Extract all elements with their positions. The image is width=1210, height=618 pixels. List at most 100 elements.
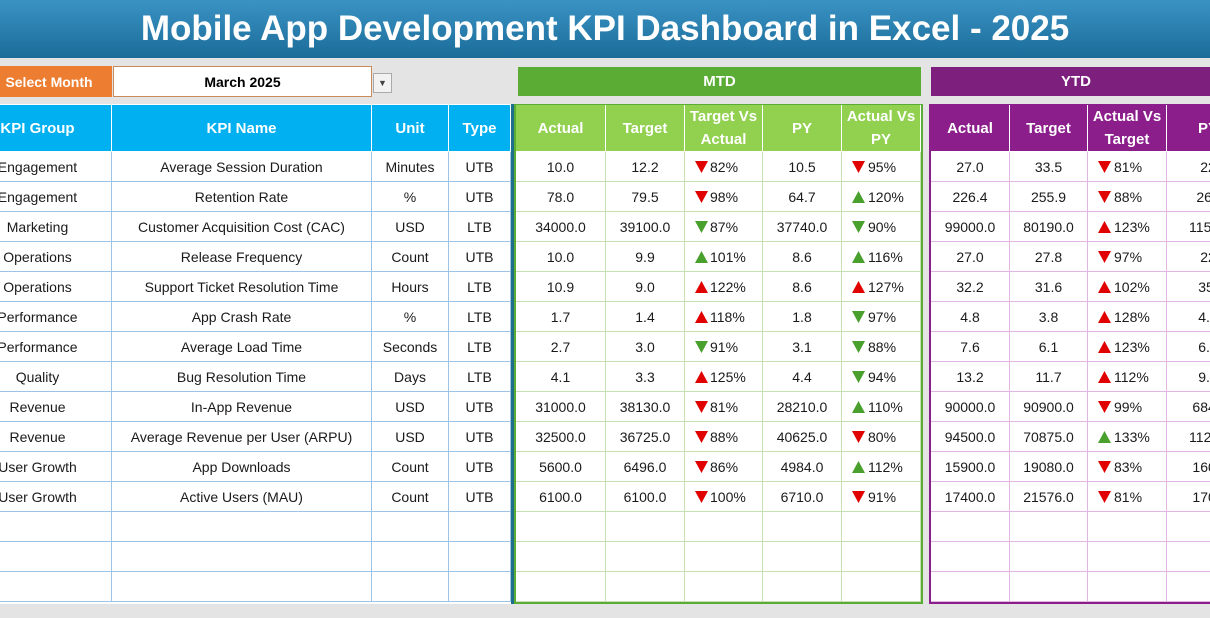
status-value: 99% [1114, 398, 1143, 415]
arrow-shape [1098, 340, 1111, 353]
empty-cell [0, 542, 112, 572]
status-cell: 99% [1088, 392, 1167, 422]
value-cell: Quality [0, 362, 112, 392]
value-cell: 22 [1167, 152, 1210, 182]
status-cell: 123% [1088, 332, 1167, 362]
empty-cell [842, 572, 921, 602]
status-cell: 120% [842, 182, 921, 212]
arrow-shape [695, 400, 708, 413]
arrow-shape [1098, 190, 1111, 203]
value-cell: 79.5 [606, 182, 685, 212]
status-arrow [695, 490, 708, 503]
column-header: KPI Name [112, 105, 372, 151]
arrow-shape [852, 460, 865, 473]
empty-cell [372, 512, 449, 542]
value-cell: 6100.0 [516, 482, 606, 512]
value-cell: 255.9 [1010, 182, 1088, 212]
empty-cell [372, 542, 449, 572]
empty-cell [1167, 512, 1210, 542]
status-cell: 80% [842, 422, 921, 452]
value-cell: 11583 [1167, 212, 1210, 242]
value-cell: 1.4 [606, 302, 685, 332]
value-cell: 27.0 [931, 152, 1010, 182]
empty-cell [516, 572, 606, 602]
arrow-shape [852, 250, 865, 263]
value-cell: Active Users (MAU) [112, 482, 372, 512]
value-cell: 34000.0 [516, 212, 606, 242]
status-value: 91% [868, 488, 897, 505]
value-cell: 94500.0 [931, 422, 1010, 452]
value-cell: LTB [449, 362, 511, 392]
arrow-shape [695, 460, 708, 473]
status-value: 95% [868, 158, 897, 175]
status-arrow [695, 220, 708, 233]
value-cell: USD [372, 392, 449, 422]
value-cell: UTB [449, 242, 511, 272]
arrow-shape [695, 220, 708, 233]
empty-cell [931, 572, 1010, 602]
arrow-shape [1098, 490, 1111, 503]
arrow-shape [695, 160, 708, 173]
empty-cell [0, 512, 112, 542]
status-cell: 112% [842, 452, 921, 482]
value-cell: 11.7 [1010, 362, 1088, 392]
value-cell: 28210.0 [763, 392, 842, 422]
value-cell: 10.5 [763, 152, 842, 182]
status-arrow [695, 370, 708, 383]
arrow-shape [852, 190, 865, 203]
column-header: Actual [516, 105, 606, 151]
value-cell: 19080.0 [1010, 452, 1088, 482]
status-value: 122% [710, 278, 746, 295]
value-cell: 9.9 [606, 242, 685, 272]
empty-cell [372, 572, 449, 602]
empty-cell [606, 572, 685, 602]
arrow-shape [852, 280, 865, 293]
status-cell: 81% [1088, 152, 1167, 182]
empty-cell [449, 572, 511, 602]
month-select[interactable]: March 2025 [113, 66, 372, 97]
status-cell: 91% [842, 482, 921, 512]
arrow-shape [695, 250, 708, 263]
value-cell: 11245 [1167, 422, 1210, 452]
value-cell: 12.2 [606, 152, 685, 182]
status-cell: 116% [842, 242, 921, 272]
value-cell: 3.3 [606, 362, 685, 392]
arrow-shape [852, 160, 865, 173]
value-cell: Hours [372, 272, 449, 302]
value-cell: Average Session Duration [112, 152, 372, 182]
value-cell: 6.7 [1167, 332, 1210, 362]
empty-cell [763, 512, 842, 542]
value-cell: 226.4 [931, 182, 1010, 212]
status-value: 81% [1114, 158, 1143, 175]
value-cell: UTB [449, 452, 511, 482]
value-cell: 1.7 [516, 302, 606, 332]
status-cell: 97% [842, 302, 921, 332]
value-cell: 6.1 [1010, 332, 1088, 362]
dropdown-button[interactable]: ▼ [373, 73, 392, 93]
mtd-banner: MTD [518, 67, 921, 96]
arrow-shape [852, 220, 865, 233]
value-cell: Count [372, 242, 449, 272]
status-value: 87% [710, 218, 739, 235]
value-cell: 13.2 [931, 362, 1010, 392]
status-arrow [695, 340, 708, 353]
value-cell: 35. [1167, 272, 1210, 302]
value-cell: 10.0 [516, 242, 606, 272]
value-cell: 21576.0 [1010, 482, 1088, 512]
empty-cell [606, 542, 685, 572]
value-cell: 9.9 [1167, 362, 1210, 392]
value-cell: 17400.0 [931, 482, 1010, 512]
status-arrow [852, 160, 865, 173]
value-cell: User Growth [0, 452, 112, 482]
status-cell: 81% [1088, 482, 1167, 512]
value-cell: Minutes [372, 152, 449, 182]
status-value: 88% [868, 338, 897, 355]
status-cell: 101% [685, 242, 763, 272]
status-value: 112% [868, 458, 903, 475]
status-arrow [1098, 340, 1111, 353]
status-value: 81% [710, 398, 739, 415]
status-value: 88% [710, 428, 739, 445]
empty-cell [1088, 542, 1167, 572]
status-value: 125% [710, 368, 746, 385]
status-cell: 110% [842, 392, 921, 422]
